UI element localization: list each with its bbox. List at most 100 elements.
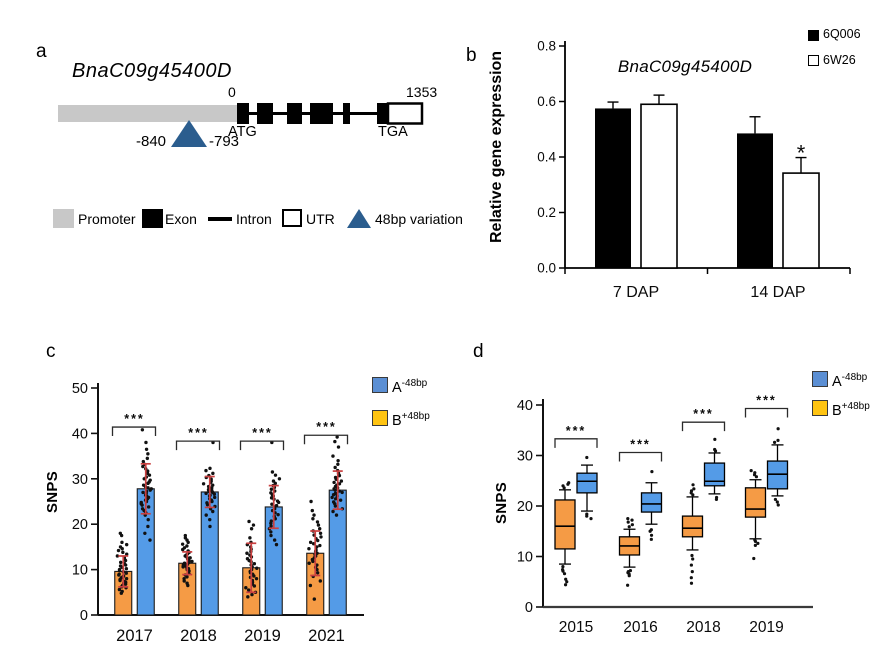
c-scatter-point (208, 517, 212, 522)
c-y-tick-label: 10 (72, 563, 88, 579)
d-outlier-point (692, 487, 696, 491)
gene-exon (310, 103, 333, 124)
c-scatter-point (245, 557, 250, 561)
c-scatter-point (185, 581, 189, 585)
d-outlier-point (776, 427, 780, 431)
d-outlier-point (649, 537, 653, 541)
c-scatter-point (125, 552, 129, 556)
c-scatter-point (312, 513, 316, 517)
c-scatter-point (332, 480, 336, 485)
c-scatter-point (271, 479, 276, 483)
c-scatter-point (201, 482, 206, 486)
c-significance-stars: *** (188, 426, 209, 440)
c-scatter-point (274, 503, 279, 508)
panel-label-c: c (46, 341, 56, 362)
d-outlier-point (627, 525, 631, 529)
d-outlier-point (628, 569, 633, 573)
c-scatter-point (120, 589, 124, 594)
c-scatter-point (182, 576, 186, 581)
c-scatter-point (246, 595, 250, 599)
d-outlier-point (626, 517, 630, 521)
d-outlier-point (689, 576, 693, 580)
panel-label-a: a (36, 41, 47, 62)
legend-exon-label: Exon (165, 211, 197, 227)
c-scatter-point (307, 561, 311, 565)
d-outlier-point (563, 583, 568, 587)
b-bar (737, 133, 773, 268)
c-scatter-point (339, 479, 344, 483)
d-box (703, 462, 726, 487)
c-scatter-point (338, 498, 343, 502)
c-scatter-point (188, 556, 192, 560)
c-scatter-point (116, 548, 121, 553)
c-scatter-point (318, 531, 323, 535)
c-scatter-point (144, 447, 149, 451)
legend-6w26-swatch (808, 55, 819, 66)
c-y-tick-label: 30 (72, 472, 88, 488)
c-scatter-point (309, 499, 313, 504)
c-scatter-point (246, 588, 251, 592)
legend-promoter-swatch (53, 209, 74, 228)
c-scatter-point (124, 566, 129, 571)
d-outlier-point (776, 438, 780, 442)
legend-b48bp-swatch-c (372, 410, 388, 426)
b-bar (595, 108, 631, 268)
d-box (681, 515, 704, 538)
c-scatter-point (308, 583, 313, 588)
c-scatter-point (269, 530, 273, 534)
c-scatter-point (336, 445, 341, 449)
variation-left-coordinate: -840 (136, 133, 167, 150)
c-scatter-point (336, 458, 340, 463)
legend-a48bp-label-d: A-48bp (832, 370, 867, 390)
legend-exon-swatch (142, 209, 163, 228)
d-outlier-point (585, 512, 589, 516)
d-significance-stars: *** (630, 437, 651, 451)
gene-exon (237, 103, 249, 124)
legend-a48bp-sup-c: -48bp (401, 378, 428, 389)
d-y-tick-label: 30 (517, 449, 533, 465)
c-scatter-point (139, 500, 143, 505)
c-scatter-point (117, 572, 121, 576)
d-significance-stars: *** (566, 424, 587, 438)
c-scatter-point (183, 533, 188, 538)
gene-exon (287, 103, 302, 124)
c-scatter-point (331, 454, 335, 458)
c-scatter-point (333, 497, 338, 501)
panel-b-y-axis-title: Relative gene expression (488, 50, 505, 243)
gene-exon (257, 103, 273, 124)
c-y-tick-label: 40 (72, 426, 88, 442)
d-outlier-point (690, 553, 694, 558)
c-scatter-point (248, 536, 252, 540)
d-outlier-point (561, 484, 565, 488)
c-scatter-point (336, 462, 340, 466)
d-outlier-point (752, 556, 756, 561)
gene-utr (386, 102, 424, 125)
c-significance-bracket (239, 440, 285, 451)
b-y-tick-label: 0.8 (537, 39, 556, 54)
variation-right-coordinate: -793 (209, 133, 240, 150)
legend-b48bp-label-c: B+48bp (392, 409, 430, 429)
c-scatter-point (269, 533, 273, 538)
d-outlier-point (773, 497, 778, 502)
d-x-category-label: 2018 (686, 619, 720, 636)
c-scatter-point (273, 481, 277, 486)
c-scatter-point (124, 571, 129, 575)
legend-b48bp-swatch-d (812, 400, 828, 416)
c-scatter-point (269, 491, 273, 495)
legend-a48bp-swatch-c (372, 377, 388, 393)
b-bar (782, 172, 820, 269)
panel-label-b: b (466, 45, 477, 66)
gene-title: BnaC09g45400D (72, 60, 232, 82)
c-significance-stars: *** (316, 420, 337, 434)
d-outlier-point (753, 538, 757, 542)
c-scatter-point (211, 471, 215, 476)
c-scatter-point (118, 560, 123, 565)
c-scatter-point (308, 540, 313, 545)
c-scatter-point (148, 478, 152, 482)
d-box (640, 492, 663, 513)
c-scatter-point (124, 576, 129, 581)
start-codon-label: ATG (228, 124, 257, 140)
b-x-category-label: 14 DAP (750, 284, 805, 301)
d-x-category-label: 2015 (559, 619, 593, 636)
